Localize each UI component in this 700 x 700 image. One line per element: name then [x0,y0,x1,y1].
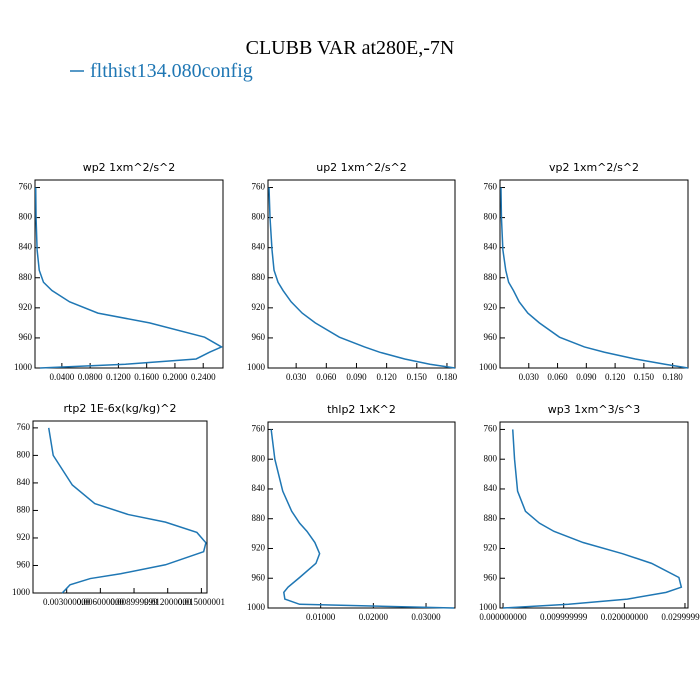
x-tick-label: 0.000000000 [479,612,527,622]
profile-line [268,187,456,369]
y-tick-label: 760 [252,182,266,192]
x-tick-label: 0.015000001 [178,597,225,607]
x-tick-label: 0.180 [663,372,684,382]
x-tick-label: 0.030 [286,372,307,382]
plot-frame [34,179,224,369]
y-tick-label: 880 [19,272,33,282]
x-tick-label: 0.2000 [163,372,188,382]
plot-title: wp3 1xm^3/s^3 [548,403,641,416]
x-tick-label: 0.2400 [191,372,216,382]
legend-label: flthist134.080config [90,60,253,82]
x-tick-label: 0.060 [547,372,568,382]
x-tick-label: 0.01000 [306,612,336,622]
y-tick-label: 840 [17,477,31,487]
x-tick-label: 0.008999999 [110,597,158,607]
x-tick-label: 0.009999999 [540,612,588,622]
x-tick-label: 0.0800 [78,372,103,382]
x-tick-label: 0.1200 [106,372,131,382]
y-tick-label: 960 [17,560,31,570]
y-tick-label: 800 [19,212,33,222]
x-tick-label: 0.006000000 [77,597,125,607]
y-tick-label: 760 [17,422,31,432]
y-tick-label: 960 [19,332,33,342]
x-tick-label: 0.090 [346,372,367,382]
profile-line [500,187,689,369]
y-tick-label: 1000 [479,362,498,372]
profile-line [47,427,207,594]
y-tick-label: 760 [19,182,33,192]
x-tick-label: 0.03000 [411,612,441,622]
plot-title: wp2 1xm^2/s^2 [83,161,176,174]
y-tick-label: 800 [17,449,31,459]
y-tick-label: 800 [252,453,266,463]
y-tick-label: 760 [484,182,498,192]
y-tick-label: 880 [484,513,498,523]
y-tick-label: 960 [252,332,266,342]
y-tick-label: 880 [484,272,498,282]
y-tick-label: 880 [252,513,266,523]
y-tick-label: 800 [484,453,498,463]
plot-frame [499,179,689,369]
y-tick-label: 800 [484,212,498,222]
x-tick-label: 0.1600 [134,372,159,382]
profile-line [270,429,454,609]
x-tick-label: 0.090 [576,372,597,382]
plot-title: vp2 1xm^2/s^2 [549,161,639,174]
x-tick-label: 0.020000000 [601,612,649,622]
plot-title: rtp2 1E-6x(kg/kg)^2 [64,402,177,415]
x-tick-label: 0.060 [316,372,337,382]
x-tick-label: 0.150 [407,372,428,382]
plot-frame [267,179,456,369]
y-tick-label: 840 [252,242,266,252]
x-tick-label: 0.150 [634,372,655,382]
y-tick-label: 840 [19,242,33,252]
y-tick-label: 840 [252,483,266,493]
x-tick-label: 0.012000000 [144,597,192,607]
plot-frame [499,421,689,609]
x-tick-label: 0.02000 [359,612,389,622]
x-tick-label: 0.0400 [49,372,74,382]
y-tick-label: 920 [484,543,498,553]
y-tick-label: 880 [252,272,266,282]
plot-title: thlp2 1xK^2 [327,403,396,416]
x-tick-label: 0.029999999 [661,612,700,622]
x-tick-label: 0.120 [377,372,398,382]
y-tick-label: 960 [484,572,498,582]
y-tick-label: 800 [252,212,266,222]
y-tick-label: 1000 [12,587,31,597]
x-tick-label: 0.003000000 [43,597,91,607]
y-tick-label: 1000 [479,602,498,612]
y-tick-label: 1000 [247,362,266,372]
plot-frame [267,421,456,609]
x-tick-label: 0.120 [605,372,626,382]
y-tick-label: 960 [252,572,266,582]
y-tick-label: 920 [252,543,266,553]
y-tick-label: 1000 [14,362,33,372]
plot-title: up2 1xm^2/s^2 [316,161,407,174]
plot-frame [32,420,208,594]
main-title: CLUBB VAR at280E,-7N [246,37,455,59]
y-tick-label: 880 [17,505,31,515]
y-tick-label: 840 [484,483,498,493]
x-tick-label: 0.180 [437,372,458,382]
y-tick-label: 920 [252,302,266,312]
y-tick-label: 840 [484,242,498,252]
y-tick-label: 920 [484,302,498,312]
y-tick-label: 760 [484,424,498,434]
x-tick-label: 0.030 [519,372,540,382]
y-tick-label: 920 [17,532,31,542]
profile-line [502,429,683,609]
y-tick-label: 760 [252,424,266,434]
y-tick-label: 960 [484,332,498,342]
y-tick-label: 920 [19,302,33,312]
profile-line [34,187,224,369]
y-tick-label: 1000 [247,602,266,612]
